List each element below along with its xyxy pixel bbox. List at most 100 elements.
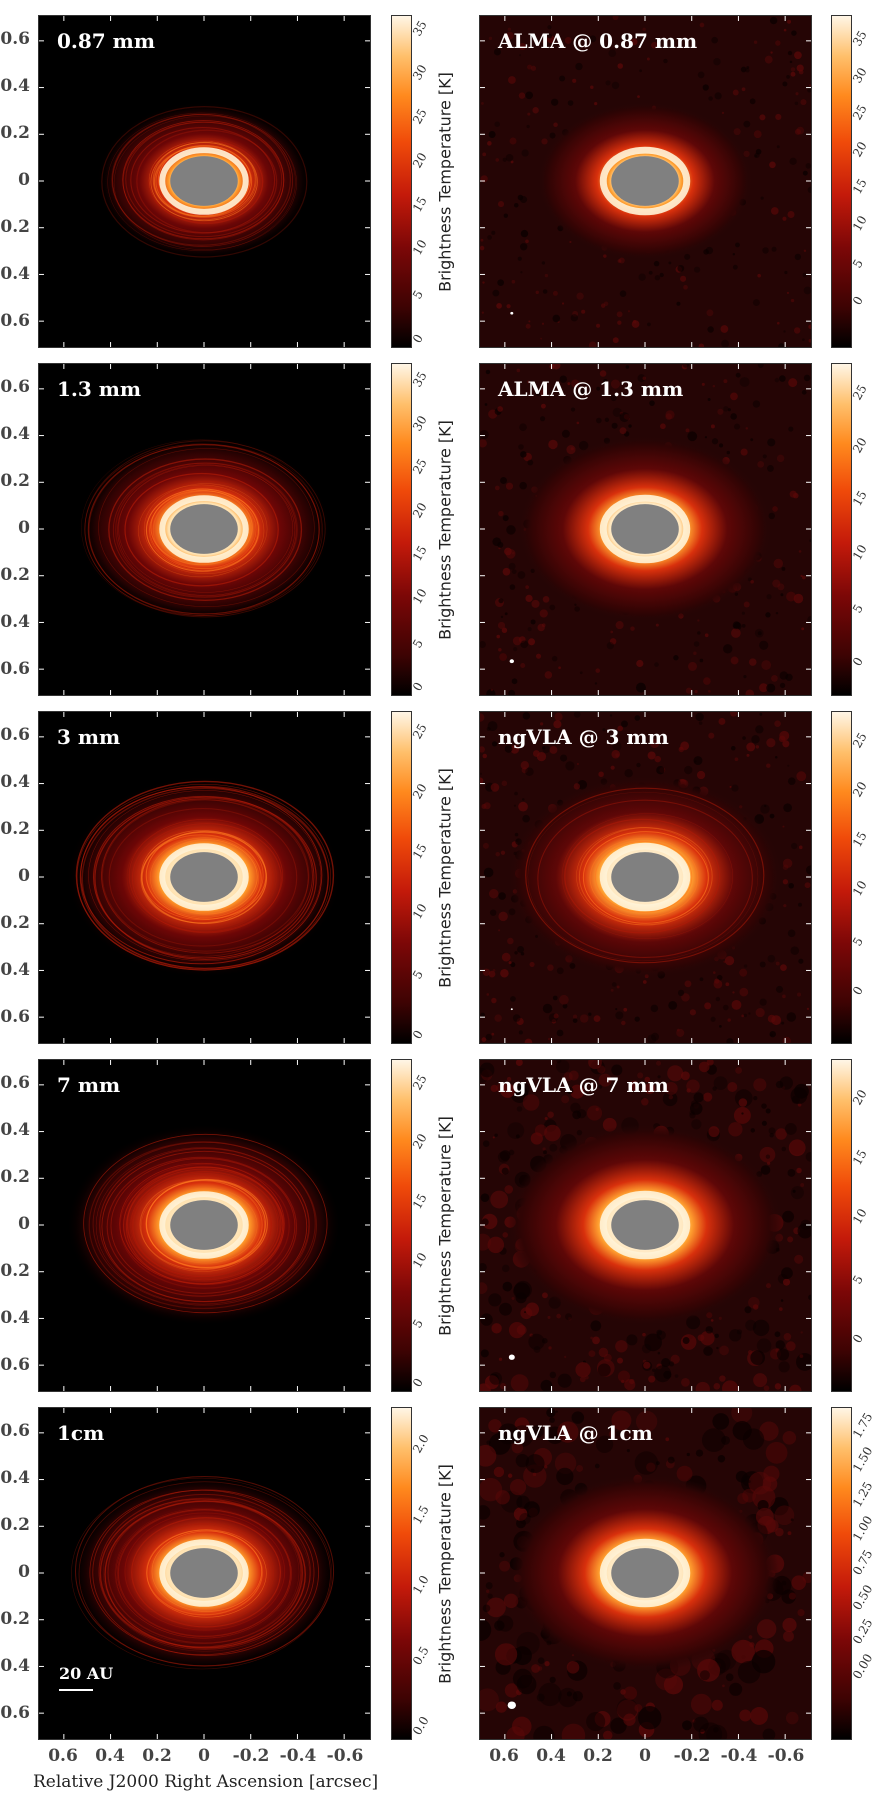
colorbar-tick-label: 5 bbox=[849, 257, 866, 271]
y-tick-label: -0.6 bbox=[0, 659, 30, 679]
x-tick-label: -0.6 bbox=[767, 1746, 805, 1766]
colorbar-tick-label: 0 bbox=[849, 294, 866, 308]
inner-mask bbox=[170, 504, 238, 554]
colorbar-tick-label: 0 bbox=[409, 1375, 426, 1390]
simulated-disk-image bbox=[39, 364, 370, 695]
y-tick-label: 0.2 bbox=[0, 123, 30, 143]
colorbar-tick-label: 20 bbox=[849, 435, 870, 456]
colorbar-tick-label: 25 bbox=[409, 106, 430, 127]
panel-label: 0.87 mm bbox=[57, 29, 155, 53]
y-tick-label: 0.2 bbox=[0, 819, 30, 839]
colorbar bbox=[831, 711, 852, 1044]
y-tick-label: 0.2 bbox=[0, 1167, 30, 1187]
simulated-disk-image bbox=[39, 1408, 370, 1739]
x-tick-label: 0.6 bbox=[489, 1746, 519, 1766]
beam-ellipse bbox=[510, 1008, 513, 1011]
colorbar-title: Brightness Temperature [K] bbox=[435, 767, 455, 988]
colorbar-tick-label: 10 bbox=[409, 586, 430, 607]
y-tick-label: 0.2 bbox=[0, 1515, 30, 1535]
observed-disk-image bbox=[480, 712, 811, 1043]
colorbar-tick-label: 1.0 bbox=[409, 1573, 432, 1597]
colorbar bbox=[391, 711, 412, 1044]
observed-disk-image bbox=[480, 1408, 811, 1739]
colorbar-tick-label: 35 bbox=[409, 369, 430, 390]
y-tick-label: 0.2 bbox=[0, 471, 30, 491]
y-tick-label: -0.4 bbox=[0, 612, 30, 632]
colorbar-tick-label: 15 bbox=[849, 1147, 870, 1168]
colorbar bbox=[831, 363, 852, 696]
y-tick-label: -0.2 bbox=[0, 1609, 30, 1629]
y-tick-label: 0.4 bbox=[0, 1120, 30, 1140]
panel-label: 7 mm bbox=[57, 1073, 121, 1097]
y-tick-label: -0.6 bbox=[0, 1355, 30, 1375]
scale-bar-label: 20 AU bbox=[59, 1664, 114, 1683]
colorbar-tick-label: 20 bbox=[849, 139, 870, 160]
colorbar-tick-label: 10 bbox=[409, 1250, 430, 1271]
panel-label: ALMA @ 1.3 mm bbox=[498, 377, 684, 401]
panel-label: 3 mm bbox=[57, 725, 121, 749]
observed-image-panel: ngVLA @ 3 mm bbox=[479, 711, 812, 1044]
beam-ellipse bbox=[508, 1354, 515, 1360]
colorbar-tick-label: 20 bbox=[849, 1087, 870, 1108]
colorbar-tick-label: 0 bbox=[849, 654, 866, 669]
y-tick-label: -0.4 bbox=[0, 1656, 30, 1676]
colorbar-tick-label: 20 bbox=[409, 149, 430, 171]
colorbar-tick-label: 5 bbox=[409, 1316, 426, 1331]
colorbar-tick-label: 1.00 bbox=[849, 1513, 873, 1544]
y-tick-label: 0.6 bbox=[0, 725, 30, 745]
simulated-disk-image bbox=[39, 16, 370, 347]
colorbar-tick-label: 5 bbox=[409, 636, 426, 651]
colorbar bbox=[391, 1059, 412, 1392]
colorbar-tick-label: 15 bbox=[849, 488, 870, 509]
colorbar-tick-label: 25 bbox=[849, 730, 870, 751]
observed-disk-image bbox=[480, 16, 811, 347]
colorbar-tick-label: 10 bbox=[409, 901, 430, 922]
colorbar-tick-label: 0.50 bbox=[849, 1582, 873, 1613]
x-tick-label: 0.4 bbox=[536, 1746, 566, 1766]
observed-disk-image bbox=[480, 364, 811, 695]
colorbar-title: Brightness Temperature [K] bbox=[435, 1115, 455, 1336]
colorbar-tick-label: 20 bbox=[409, 1131, 430, 1152]
inner-mask bbox=[611, 1200, 679, 1250]
y-tick-label: 0 bbox=[18, 1214, 30, 1234]
simulated-image-panel: 1.3 mm bbox=[38, 363, 371, 696]
colorbar-tick-label: 10 bbox=[849, 213, 870, 234]
inner-mask bbox=[611, 1548, 679, 1598]
x-axis-label: Relative J2000 Right Ascension [arcsec] bbox=[33, 1772, 379, 1792]
colorbar-tick-label: 5 bbox=[849, 601, 866, 616]
panel-label: 1.3 mm bbox=[57, 377, 142, 401]
colorbar-tick-label: 20 bbox=[849, 779, 870, 800]
colorbar-tick-label: 25 bbox=[409, 1071, 430, 1093]
colorbar bbox=[831, 15, 852, 348]
colorbar-tick-label: 10 bbox=[849, 878, 870, 899]
colorbar bbox=[831, 1407, 852, 1740]
y-tick-label: 0.6 bbox=[0, 1421, 30, 1441]
observed-image-panel: ALMA @ 1.3 mm bbox=[479, 363, 812, 696]
y-tick-label: 0.6 bbox=[0, 377, 30, 397]
colorbar-tick-label: 25 bbox=[409, 456, 430, 477]
colorbar-tick-label: 5 bbox=[409, 967, 426, 982]
colorbar-tick-label: 35 bbox=[849, 27, 870, 49]
colorbar-tick-label: 10 bbox=[849, 541, 870, 563]
y-tick-label: 0.4 bbox=[0, 76, 30, 96]
colorbar-tick-label: 1.5 bbox=[409, 1502, 432, 1527]
colorbar-tick-label: 0 bbox=[409, 331, 426, 346]
colorbar-tick-label: 5 bbox=[409, 288, 426, 302]
y-tick-label: -0.2 bbox=[0, 1261, 30, 1281]
colorbar-tick-label: 30 bbox=[409, 62, 430, 83]
y-tick-label: 0 bbox=[18, 866, 30, 886]
scale-bar bbox=[59, 1689, 93, 1691]
observed-image-panel: ngVLA @ 7 mm bbox=[479, 1059, 812, 1392]
colorbar-tick-label: 25 bbox=[849, 102, 870, 123]
simulated-image-panel: 7 mm bbox=[38, 1059, 371, 1392]
colorbar-tick-label: 10 bbox=[409, 237, 430, 258]
simulated-disk-image bbox=[39, 712, 370, 1043]
observed-image-panel: ngVLA @ 1cm bbox=[479, 1407, 812, 1740]
x-tick-label: -0.4 bbox=[279, 1746, 317, 1766]
colorbar-tick-label: 15 bbox=[849, 176, 870, 197]
colorbar-tick-label: 15 bbox=[409, 1190, 430, 1212]
colorbar-tick-label: 1.75 bbox=[849, 1410, 873, 1441]
colorbar bbox=[391, 363, 412, 696]
colorbar-tick-label: 25 bbox=[849, 382, 870, 403]
x-tick-label: 0.4 bbox=[95, 1746, 125, 1766]
